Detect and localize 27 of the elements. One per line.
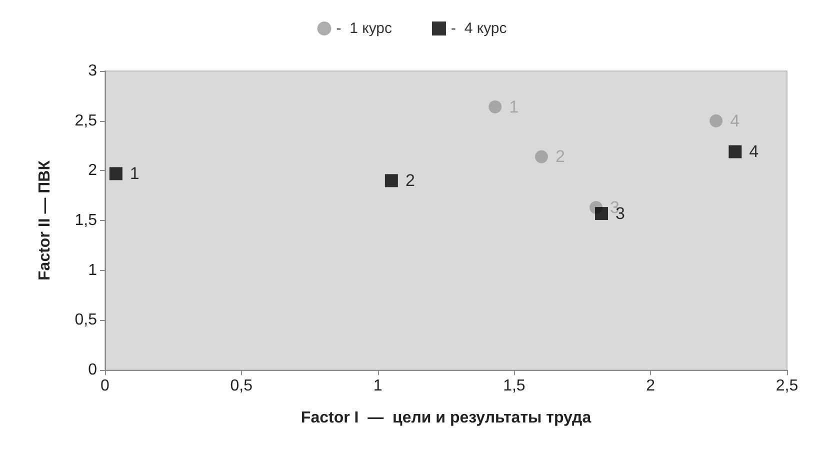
legend-label: - 4 курс	[451, 20, 508, 37]
y-tick-label: 2	[88, 162, 98, 180]
x-tick-label: 1	[373, 378, 382, 394]
y-tick-label: 1,5	[74, 212, 98, 229]
point	[384, 174, 398, 188]
y-tick-label: 1	[88, 262, 98, 279]
x-tick-label: 1,5	[503, 378, 526, 394]
y-axis-title: Factor II — ПВК	[36, 160, 54, 280]
y-tick-label: 0	[88, 362, 98, 378]
annotation: 2	[405, 171, 415, 190]
point	[710, 114, 723, 128]
x-tick-label: 0	[100, 378, 110, 394]
point	[488, 100, 502, 114]
point	[534, 150, 548, 164]
y-tick-label: 3	[88, 62, 98, 80]
x-tick-label: 2,5	[776, 378, 798, 394]
x-tick-label: 0,5	[230, 378, 253, 394]
y-tick-label: 2,5	[74, 112, 98, 130]
x-tick-label: 2	[646, 378, 656, 394]
point	[109, 167, 122, 180]
annotation: 4	[749, 142, 759, 162]
point	[594, 207, 608, 220]
point	[728, 145, 742, 158]
annotation: 1	[130, 164, 140, 184]
x-axis-title: Factor I — цели и результаты труда	[300, 410, 592, 426]
legend-label: - 1 курс	[336, 20, 392, 37]
y-tick-label: 0,5	[74, 312, 98, 329]
